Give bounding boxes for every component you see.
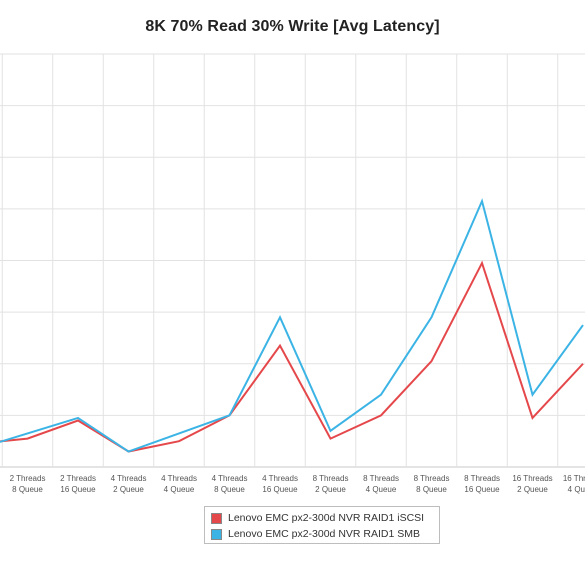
x-tick-label: 4 Threads 4 Queue <box>161 474 197 494</box>
gridlines <box>0 53 585 468</box>
chart-title: 8K 70% Read 30% Write [Avg Latency] <box>145 18 440 35</box>
legend: Lenovo EMC px2-300d NVR RAID1 iSCSI Leno… <box>204 506 440 544</box>
x-tick-label: 4 Threads 8 Queue <box>212 474 248 494</box>
legend-item-iscsi[interactable]: Lenovo EMC px2-300d NVR RAID1 iSCSI <box>211 510 439 526</box>
x-tick-label: 16 Threads 2 Queue <box>512 474 552 494</box>
x-tick-label: 8 Threads 2 Queue <box>313 474 349 494</box>
x-tick-label: 4 Threads 16 Queue <box>262 474 298 494</box>
x-tick-label: 8 Threads 16 Queue <box>464 474 500 494</box>
legend-label-iscsi: Lenovo EMC px2-300d NVR RAID1 iSCSI <box>228 512 425 524</box>
legend-swatch-smb <box>211 528 222 540</box>
x-tick-label: 8 Threads 4 Queue <box>363 474 399 494</box>
legend-label-smb: Lenovo EMC px2-300d NVR RAID1 SMB <box>228 528 420 540</box>
x-tick-label: 2 Threads 16 Queue <box>60 474 96 494</box>
x-tick-label: 2 Threads 8 Queue <box>10 474 46 494</box>
legend-item-smb[interactable]: Lenovo EMC px2-300d NVR RAID1 SMB <box>211 526 439 542</box>
series-line-smb <box>0 198 584 453</box>
x-tick-label: 4 Threads 2 Queue <box>111 474 147 494</box>
legend-swatch-iscsi <box>211 512 222 524</box>
x-tick-label: 8 Threads 8 Queue <box>414 474 450 494</box>
series-lines <box>0 198 584 453</box>
